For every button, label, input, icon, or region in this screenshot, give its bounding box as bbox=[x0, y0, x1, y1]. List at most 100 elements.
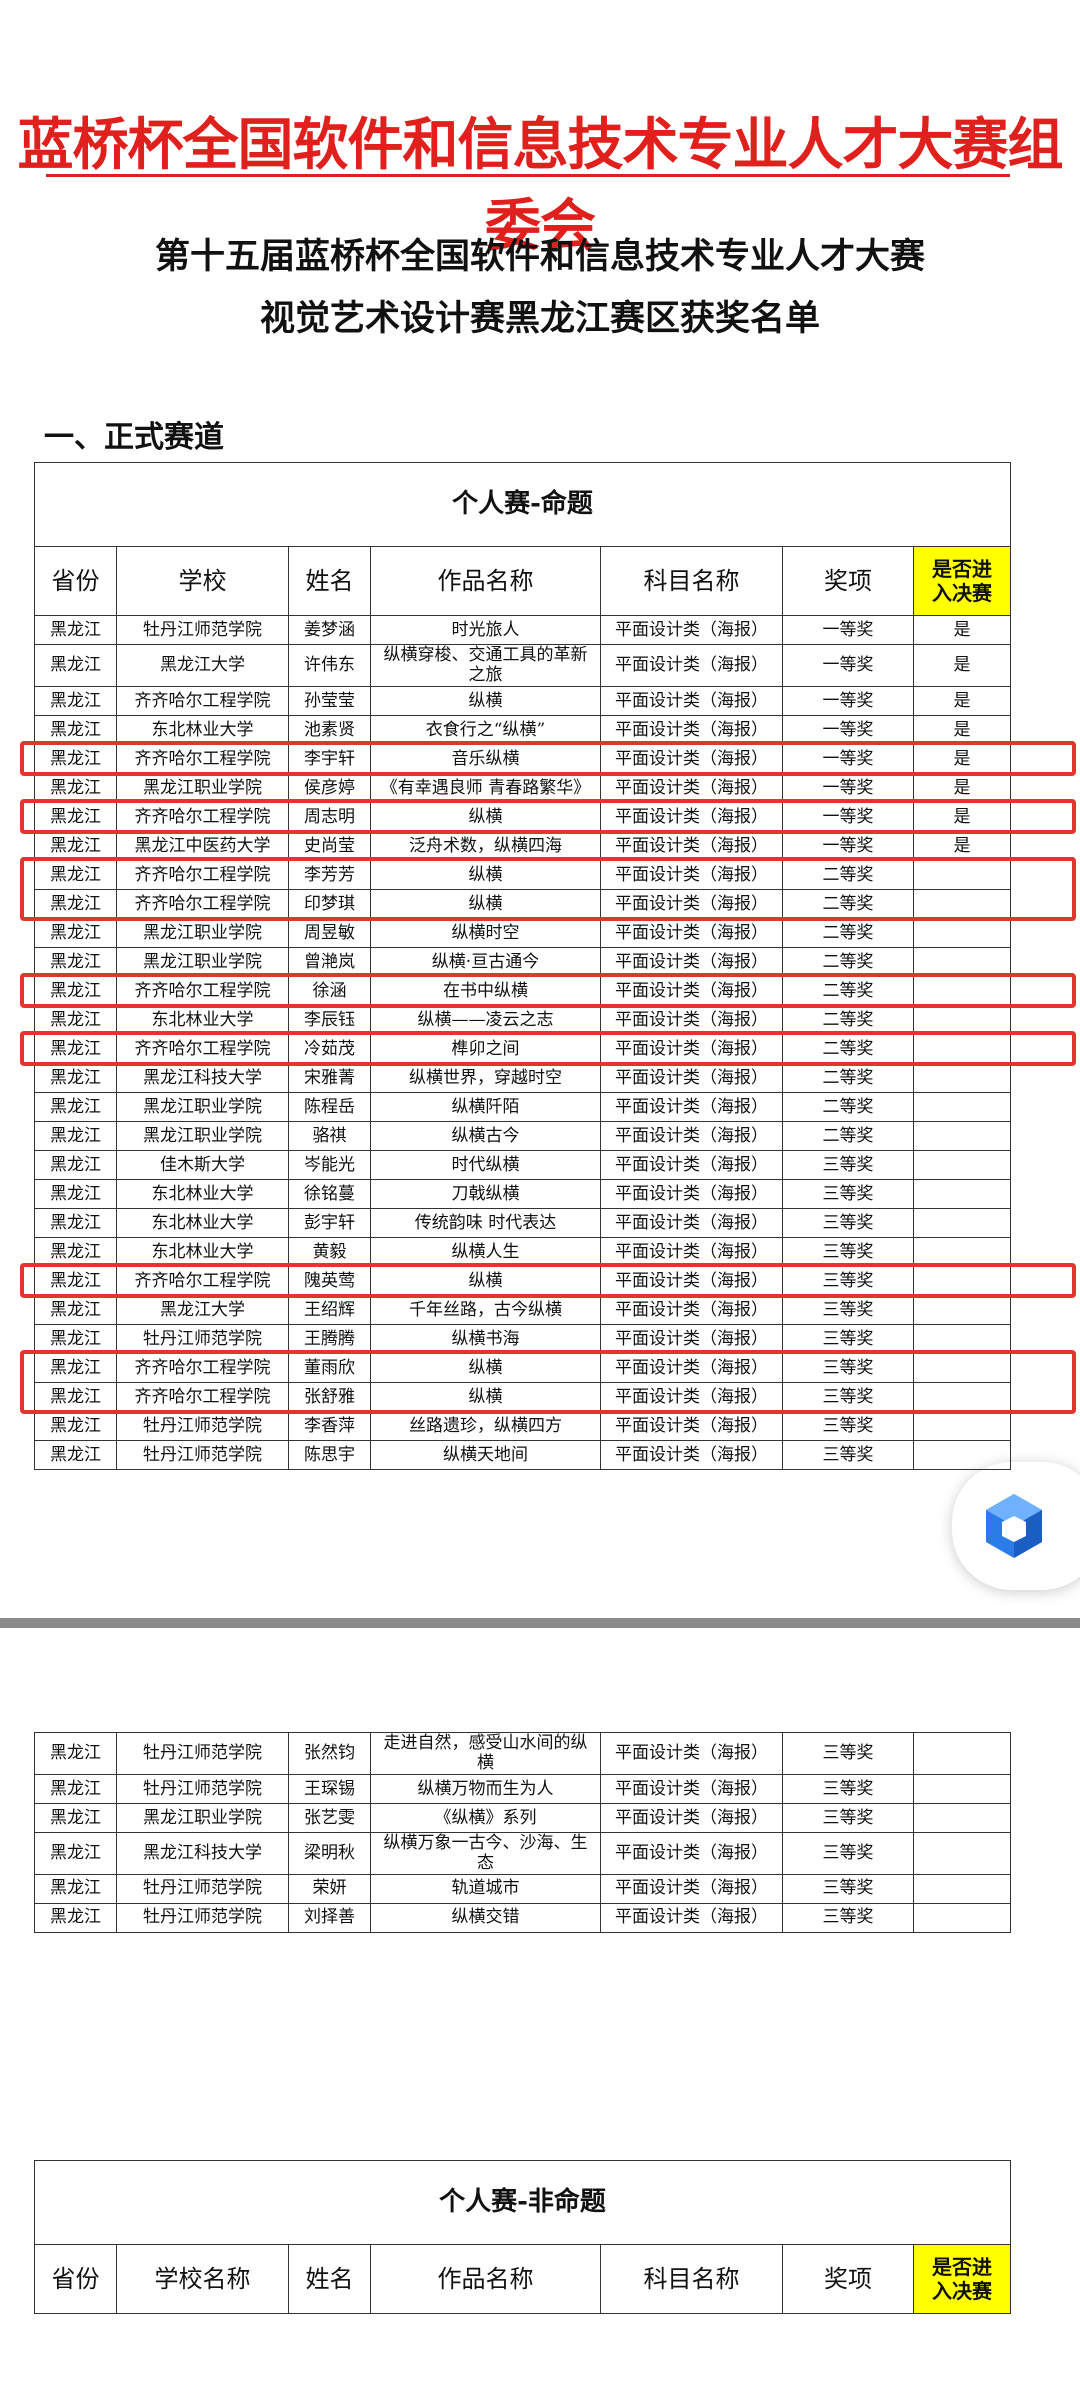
table-cell: 刀戟纵横 bbox=[370, 1178, 601, 1209]
column-header: 学校名称 bbox=[116, 2244, 289, 2314]
table-cell: 一等奖 bbox=[782, 743, 914, 774]
organizer-title: 蓝桥杯全国软件和信息技术专业人才大赛组委会 bbox=[17, 112, 1064, 259]
highlight-box bbox=[20, 741, 1076, 777]
table-cell: 平面设计类（海报） bbox=[600, 1178, 783, 1209]
column-header: 省份 bbox=[34, 546, 117, 616]
table-cell: 平面设计类（海报） bbox=[600, 1004, 783, 1035]
column-header: 奖项 bbox=[782, 2244, 914, 2314]
table-cell: 三等奖 bbox=[782, 1410, 914, 1441]
floating-button[interactable] bbox=[952, 1462, 1080, 1590]
table-cell: 纵横万物而生为人 bbox=[370, 1773, 601, 1804]
table-cell: 黑龙江 bbox=[34, 1178, 117, 1209]
table-cell: 黑龙江 bbox=[34, 1410, 117, 1441]
table-cell: 是 bbox=[912, 615, 1012, 645]
table-cell: 侯彦婷 bbox=[288, 772, 371, 803]
table-cell: 二等奖 bbox=[782, 1062, 914, 1093]
table-cell: 泛舟术数，纵横四海 bbox=[370, 830, 601, 861]
data-row: 黑龙江 牡丹江师范学院 陈思宇 纵横天地间 平面设计类（海报） 三等奖 bbox=[34, 1439, 1012, 1470]
table-cell bbox=[912, 1207, 1012, 1238]
data-row: 黑龙江 齐齐哈尔工程学院 隗英莺 纵横 平面设计类（海报） 三等奖 bbox=[34, 1265, 1012, 1296]
table-cell: 平面设计类（海报） bbox=[600, 1236, 783, 1267]
table-cell: 平面设计类（海报） bbox=[600, 1294, 783, 1325]
table-cell: 一等奖 bbox=[782, 801, 914, 832]
table-cell: 平面设计类（海报） bbox=[600, 1323, 783, 1354]
data-row: 黑龙江 东北林业大学 徐铭蔓 刀戟纵横 平面设计类（海报） 三等奖 bbox=[34, 1178, 1012, 1209]
table-cell: 周昱敏 bbox=[288, 917, 371, 948]
table-cell: 刘择善 bbox=[288, 1902, 371, 1933]
table-cell: 黑龙江 bbox=[34, 644, 117, 687]
data-row: 黑龙江 黑龙江职业学院 侯彦婷 《有幸遇良师 青春路繁华》 平面设计类（海报） 一等奖是 bbox=[34, 772, 1012, 803]
table-cell: 三等奖 bbox=[782, 1873, 914, 1904]
award-table: 个人赛-命题 省份 学校 姓名 作品名称 科目名称 奖项 是否进入决赛 黑龙江 牡丹江师范学院 姜梦… bbox=[33, 462, 1012, 1470]
table-cell: 曾滟岚 bbox=[288, 946, 371, 977]
table-cell: 黑龙江 bbox=[34, 801, 117, 832]
table-cell bbox=[913, 1773, 1011, 1804]
table-cell: 姜梦涵 bbox=[288, 615, 371, 645]
data-row: 黑龙江 黑龙江职业学院 骆祺 纵横古今 平面设计类（海报） 二等奖 bbox=[34, 1120, 1012, 1151]
table-cell: 是 bbox=[912, 772, 1012, 803]
table-cell: 纵横 bbox=[370, 685, 601, 716]
table-cell: 《有幸遇良师 青春路繁华》 bbox=[370, 772, 601, 803]
table-cell: 平面设计类（海报） bbox=[600, 1831, 783, 1875]
table-cell: 三等奖 bbox=[782, 1149, 914, 1180]
table-cell: 黑龙江 bbox=[34, 917, 117, 948]
data-row: 黑龙江 牡丹江师范学院 荣妍 轨道城市 平面设计类（海报） 三等奖 bbox=[34, 1873, 1011, 1904]
table-cell: 纵横万象一古今、沙海、生态 bbox=[370, 1831, 601, 1875]
table-cell: 一等奖 bbox=[782, 685, 914, 716]
table-cell: 是 bbox=[912, 743, 1012, 774]
table-cell: 牡丹江师范学院 bbox=[116, 1323, 289, 1354]
table-cell: 《纵横》系列 bbox=[370, 1802, 601, 1833]
table-cell: 东北林业大学 bbox=[116, 1004, 289, 1035]
table-cell: 齐齐哈尔工程学院 bbox=[116, 685, 289, 716]
data-row: 黑龙江 黑龙江职业学院 张艺雯 《纵横》系列 平面设计类（海报） 三等奖 bbox=[34, 1802, 1011, 1833]
table-cell: 黑龙江 bbox=[34, 1294, 117, 1325]
table-cell: 平面设计类（海报） bbox=[600, 859, 783, 890]
table-cell: 千年丝路，古今纵横 bbox=[370, 1294, 601, 1325]
data-row: 黑龙江 牡丹江师范学院 姜梦涵 时光旅人 平面设计类（海报） 一等奖是 bbox=[34, 615, 1012, 645]
column-header: 姓名 bbox=[288, 546, 371, 616]
table-cell: 纵横 bbox=[370, 1381, 601, 1412]
column-header: 是否进入决赛 bbox=[912, 2244, 1012, 2314]
table-cell bbox=[912, 1120, 1012, 1151]
table-cell: 池素贤 bbox=[288, 714, 371, 745]
table-cell: 黑龙江 bbox=[34, 1149, 117, 1180]
data-row: 黑龙江 齐齐哈尔工程学院 李芳芳 纵横 平面设计类（海报） 二等奖 bbox=[34, 859, 1012, 890]
table-cell: 平面设计类（海报） bbox=[600, 830, 783, 861]
table-cell: 一等奖 bbox=[782, 714, 914, 745]
table-cell: 黑龙江科技大学 bbox=[116, 1831, 289, 1875]
subtitle: 视觉艺术设计赛黑龙江赛区获奖名单 bbox=[259, 298, 820, 339]
table-cell: 二等奖 bbox=[782, 1004, 914, 1035]
data-row: 黑龙江 黑龙江职业学院 周昱敏 纵横时空 平面设计类（海报） 二等奖 bbox=[34, 917, 1012, 948]
table-cell: 黑龙江 bbox=[34, 1831, 117, 1875]
table-cell: 三等奖 bbox=[782, 1802, 914, 1833]
table-cell bbox=[912, 1381, 1012, 1412]
column-header: 作品名称 bbox=[370, 2244, 601, 2314]
table-cell: 平面设计类（海报） bbox=[600, 1062, 783, 1093]
table-cell bbox=[912, 1149, 1012, 1180]
table-cell: 平面设计类（海报） bbox=[600, 1732, 783, 1775]
table-cell: 黑龙江大学 bbox=[116, 1294, 289, 1325]
table-cell: 黑龙江中医药大学 bbox=[116, 830, 289, 861]
table-cell: 张然钧 bbox=[288, 1732, 371, 1775]
table-cell: 黑龙江 bbox=[34, 888, 117, 919]
table-title: 个人赛-命题 bbox=[33, 462, 1012, 547]
table-cell: 榫卯之间 bbox=[370, 1033, 601, 1064]
table-cell: 齐齐哈尔工程学院 bbox=[116, 888, 289, 919]
table-cell: 黑龙江 bbox=[34, 1033, 117, 1064]
column-header: 科目名称 bbox=[600, 2244, 783, 2314]
table-cell: 彭宇轩 bbox=[288, 1207, 371, 1238]
table-cell: 三等奖 bbox=[782, 1439, 914, 1470]
table-cell: 纵横人生 bbox=[370, 1236, 601, 1267]
header-row: 省份 学校名称 姓名 作品名称 科目名称 奖项 是否进入决赛 bbox=[34, 2244, 1012, 2314]
data-row: 黑龙江 黑龙江职业学院 陈程岳 纵横阡陌 平面设计类（海报） 二等奖 bbox=[34, 1091, 1012, 1122]
table-cell: 传统韵味 时代表达 bbox=[370, 1207, 601, 1238]
table-cell bbox=[912, 1294, 1012, 1325]
table-cell: 黑龙江 bbox=[34, 859, 117, 890]
table-cell: 平面设计类（海报） bbox=[600, 1120, 783, 1151]
table-cell: 平面设计类（海报） bbox=[600, 615, 783, 645]
table-cell: 齐齐哈尔工程学院 bbox=[116, 1265, 289, 1296]
table-cell: 齐齐哈尔工程学院 bbox=[116, 1033, 289, 1064]
table-cell: 黑龙江 bbox=[34, 1802, 117, 1833]
table-cell: 东北林业大学 bbox=[116, 1207, 289, 1238]
